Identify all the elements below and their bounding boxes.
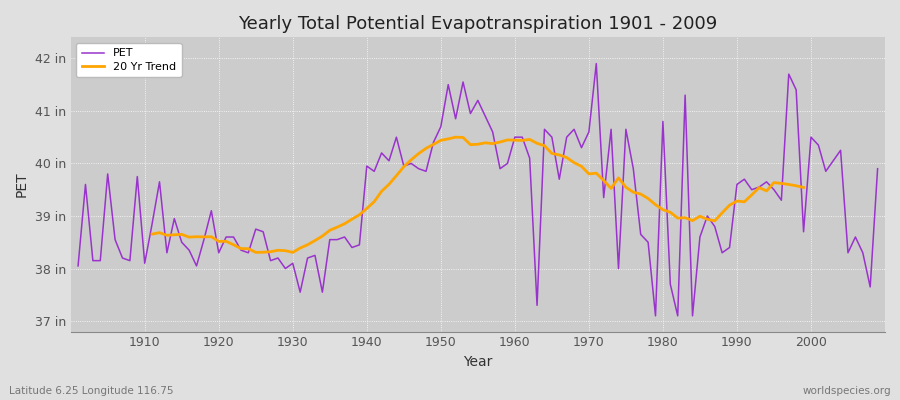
Text: Latitude 6.25 Longitude 116.75: Latitude 6.25 Longitude 116.75 bbox=[9, 386, 174, 396]
Legend: PET, 20 Yr Trend: PET, 20 Yr Trend bbox=[76, 43, 182, 77]
20 Yr Trend bbox=[250, 250, 261, 255]
PET bbox=[295, 290, 306, 294]
PET bbox=[73, 264, 84, 268]
Title: Yearly Total Potential Evapotranspiration 1901 - 2009: Yearly Total Potential Evapotranspiratio… bbox=[238, 15, 717, 33]
PET bbox=[502, 161, 513, 166]
X-axis label: Year: Year bbox=[464, 355, 492, 369]
20 Yr Trend bbox=[213, 239, 224, 244]
PET bbox=[650, 314, 661, 318]
Line: 20 Yr Trend: 20 Yr Trend bbox=[152, 137, 804, 252]
PET bbox=[591, 61, 602, 66]
20 Yr Trend bbox=[450, 135, 461, 140]
20 Yr Trend bbox=[739, 199, 750, 204]
PET bbox=[872, 166, 883, 171]
20 Yr Trend bbox=[147, 232, 158, 236]
20 Yr Trend bbox=[287, 250, 298, 255]
Y-axis label: PET: PET bbox=[15, 172, 29, 197]
20 Yr Trend bbox=[798, 185, 809, 190]
PET bbox=[132, 174, 143, 179]
20 Yr Trend bbox=[406, 157, 417, 162]
PET bbox=[606, 127, 616, 132]
20 Yr Trend bbox=[495, 140, 506, 144]
PET bbox=[509, 135, 520, 140]
Line: PET: PET bbox=[78, 64, 878, 316]
Text: worldspecies.org: worldspecies.org bbox=[803, 386, 891, 396]
PET bbox=[339, 235, 350, 240]
20 Yr Trend bbox=[228, 242, 238, 247]
